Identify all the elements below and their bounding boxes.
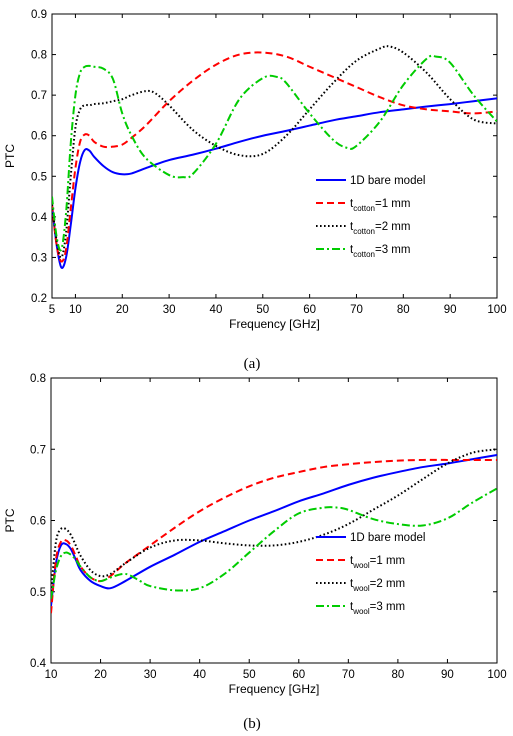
legend-main: 1D bare model (350, 175, 425, 187)
y-tick-label: 0.6 (31, 131, 47, 143)
series-line-1 (51, 458, 497, 614)
x-tick-label: 30 (144, 669, 157, 681)
x-tick-label: 5 (49, 304, 55, 316)
x-tick-label: 80 (397, 304, 410, 316)
legend-subscript: wool (352, 607, 370, 616)
legend-subscript: wool (352, 584, 370, 593)
y-tick-label: 0.5 (31, 171, 47, 183)
panel-b: (b) 10 20 30 40 50 60 70 80 90 100 0.4 0.5 0.6 0.7 0.8… (3, 373, 507, 732)
x-axis-label: Frequency [GHz] (229, 682, 320, 696)
legend-tail: =2 mm (375, 221, 410, 233)
legend-main: t (350, 244, 354, 256)
y-tick-label: 0.3 (31, 252, 47, 264)
x-tick-label: 90 (441, 669, 454, 681)
y-tick-label: 0.9 (31, 9, 47, 21)
legend-entry: twool=2 mm (350, 578, 405, 593)
y-axis-label: PTC (3, 508, 17, 532)
legend-subscript: wool (352, 561, 370, 570)
x-tick-label: 70 (350, 304, 363, 316)
x-tick-label: 50 (243, 669, 256, 681)
legend-subscript: cotton (353, 227, 375, 236)
legend-tail: =2 mm (370, 578, 405, 590)
x-tick-label: 10 (45, 669, 58, 681)
legend-entry: 1D bare model (350, 532, 425, 544)
x-tick-label: 40 (193, 669, 206, 681)
legend-main: t (350, 555, 354, 567)
x-tick-label: 60 (292, 669, 305, 681)
series-line-0 (51, 453, 497, 607)
x-tick-label: 10 (69, 304, 82, 316)
legend-main: t (350, 198, 354, 210)
y-axis-label: PTC (3, 144, 17, 168)
y-tick-label: 0.2 (31, 293, 47, 305)
panel-a-caption: (a) (244, 356, 261, 372)
legend-main: 1D bare model (350, 532, 425, 544)
series-line-3 (52, 54, 497, 252)
legend-entry: 1D bare model (350, 175, 425, 187)
legend-tail: =1 mm (370, 555, 405, 567)
x-tick-label: 30 (163, 304, 176, 316)
x-tick-label: 20 (116, 304, 129, 316)
x-tick-label: 20 (94, 669, 107, 681)
legend-entry: tcotton=1 mm (350, 198, 410, 213)
x-tick-label: 50 (256, 304, 269, 316)
legend-main: t (350, 221, 354, 233)
x-tick-label: 90 (444, 304, 457, 316)
y-tick-label: 0.7 (30, 444, 46, 456)
y-tick-label: 0.7 (31, 90, 47, 102)
x-axis-label: Frequency [GHz] (229, 317, 320, 331)
legend-subscript: cotton (353, 204, 375, 213)
legend-entry: tcotton=3 mm (350, 244, 410, 259)
series-line-0 (52, 97, 497, 270)
x-tick-label: 100 (487, 304, 506, 316)
x-tick-label: 100 (487, 669, 506, 681)
legend-main: t (350, 578, 354, 590)
y-tick-label: 0.4 (30, 658, 47, 670)
legend-tail: =3 mm (375, 244, 410, 256)
x-tick-label: 70 (342, 669, 355, 681)
y-tick-label: 0.8 (31, 50, 47, 62)
legend-tail: =3 mm (370, 601, 405, 613)
series-line-3 (51, 487, 497, 600)
x-tick-label: 60 (303, 304, 316, 316)
legend-tail: =1 mm (375, 198, 410, 210)
x-tick-label: 80 (391, 669, 404, 681)
y-tick-label: 0.4 (31, 212, 48, 224)
legend-entry: twool=1 mm (350, 555, 405, 570)
series-line-2 (52, 45, 497, 259)
y-tick-label: 0.5 (30, 587, 46, 599)
y-tick-label: 0.8 (30, 373, 46, 385)
panel-b-caption: (b) (243, 716, 261, 732)
y-tick-label: 0.6 (30, 516, 46, 528)
legend-entry: tcotton=2 mm (350, 221, 410, 236)
x-tick-label: 40 (210, 304, 223, 316)
plot-frame (50, 377, 498, 664)
legend-main: t (350, 601, 354, 613)
series-line-1 (52, 51, 497, 263)
panel-a: (a) 5 10 20 30 40 50 60 70 80 90 100 0.2 0.3 0.4 0.5 0.… (3, 9, 507, 372)
legend-subscript: cotton (353, 250, 375, 259)
legend-entry: twool=3 mm (350, 601, 405, 616)
plot-frame (51, 13, 498, 299)
